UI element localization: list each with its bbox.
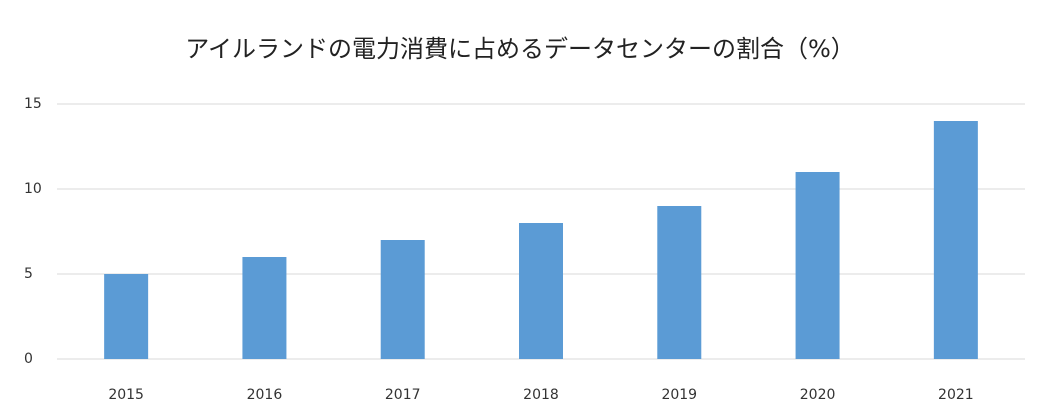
x-tick-label: 2021: [938, 387, 974, 403]
bar: [519, 223, 563, 359]
x-tick-label: 2019: [661, 387, 697, 403]
bar: [795, 172, 840, 359]
y-tick-label: 15: [24, 96, 42, 112]
bar: [104, 274, 149, 359]
chart-title: アイルランドの電力消費に占めるデータセンターの割合（%）: [185, 35, 855, 63]
x-tick-label: 2018: [523, 387, 559, 403]
x-tick-label: 2020: [800, 387, 836, 403]
bar: [657, 206, 702, 359]
y-tick-label: 10: [24, 181, 42, 197]
x-tick-label: 2016: [247, 387, 283, 403]
x-tick-label: 2015: [108, 387, 144, 403]
y-tick-label: 0: [24, 351, 33, 367]
y-tick-label: 5: [24, 266, 33, 282]
bar: [380, 240, 425, 359]
x-tick-label: 2017: [385, 387, 421, 403]
bar: [242, 257, 287, 359]
bar: [933, 121, 978, 359]
